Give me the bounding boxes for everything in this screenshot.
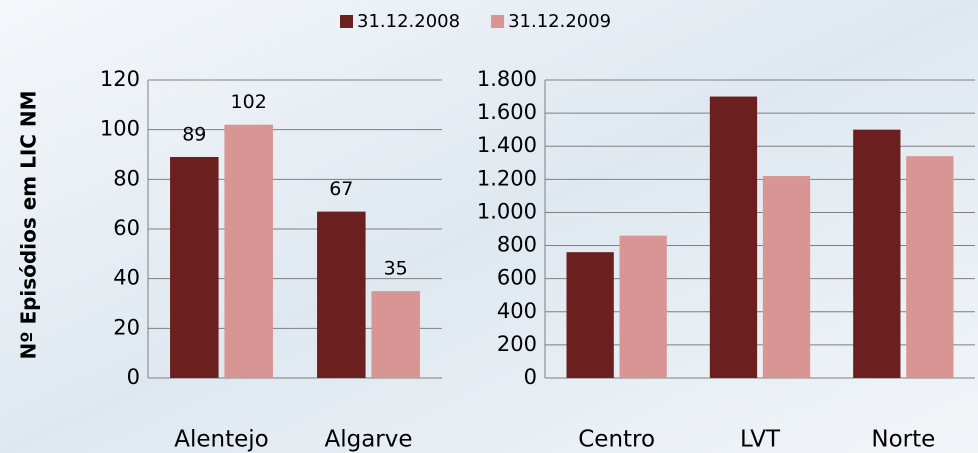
y-tick-label: 600 [497,266,537,290]
bar [224,124,273,378]
x-tick-label: Norte [871,427,935,453]
y-tick-label: 100 [100,117,140,141]
y-tick-label: 800 [497,233,537,257]
bar [619,235,667,378]
y-tick-label: 1.800 [477,67,537,91]
y-tick-label: 20 [113,315,140,339]
bar [371,291,420,378]
x-tick-label: Alentejo [174,427,268,453]
legend-label: 31.12.2008 [357,11,460,32]
y-axis-label: Nº Episódios em LIC NM [17,90,41,359]
y-tick-label: 1.400 [477,133,537,157]
data-label: 102 [231,91,267,113]
y-tick-label: 1.600 [477,100,537,124]
y-tick-label: 60 [113,216,140,240]
y-tick-label: 80 [113,166,140,190]
x-tick-label: LVT [740,427,781,453]
legend-swatch [491,15,505,28]
bar [317,211,366,378]
bar [853,129,901,378]
y-tick-label: 0 [127,365,140,389]
legend-label: 31.12.2009 [508,11,611,32]
legend-swatch [340,15,353,28]
bar [170,156,219,378]
y-tick-label: 1.000 [477,199,537,223]
y-tick-label: 0 [524,365,537,389]
x-tick-label: Algarve [324,427,412,453]
y-tick-label: 200 [497,332,537,356]
data-label: 89 [182,123,206,145]
y-tick-label: 1.200 [477,166,537,190]
x-tick-label: Centro [578,427,655,453]
bar [709,96,758,379]
bar [762,176,811,378]
y-tick-label: 400 [497,299,537,323]
data-label: 35 [384,258,408,280]
bar [566,252,614,378]
y-tick-label: 120 [100,67,140,91]
y-tick-label: 40 [113,266,140,290]
data-label: 67 [329,178,353,200]
bar [906,156,954,378]
